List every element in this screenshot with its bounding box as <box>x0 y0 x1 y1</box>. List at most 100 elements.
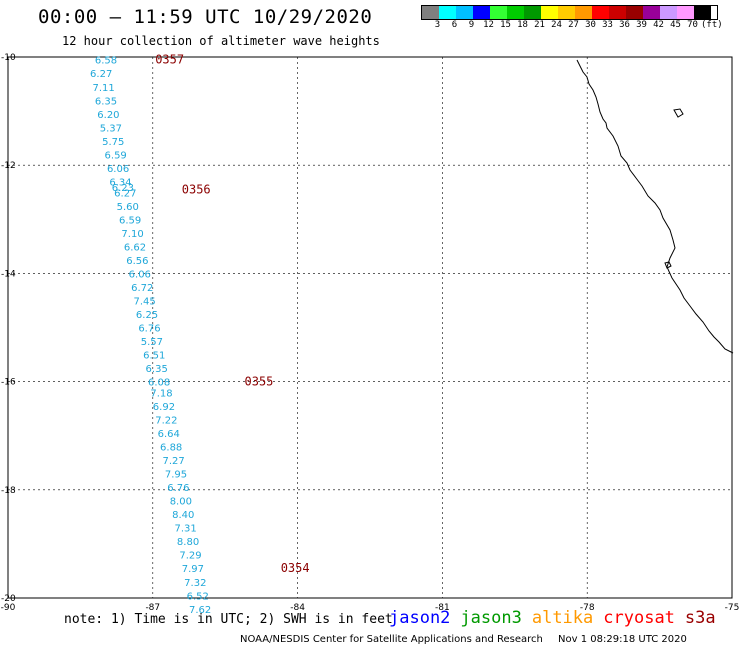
legend-swatch <box>592 6 609 19</box>
wave-height-label: 6.59 <box>105 150 127 161</box>
coastline <box>576 59 734 354</box>
wave-height-label: 6.23 <box>112 183 134 194</box>
wave-height-label: 6.20 <box>97 110 119 121</box>
pass-time-label: 0354 <box>281 561 310 575</box>
wave-height-label: 7.22 <box>155 415 177 426</box>
wave-height-label: 6.35 <box>146 364 168 375</box>
pass-time-label: 0355 <box>245 375 274 389</box>
legend-swatch <box>524 6 541 19</box>
wave-height-label: 7.29 <box>179 551 201 562</box>
legend-tick-label: 33 <box>602 20 613 30</box>
legend-swatch <box>677 6 694 19</box>
wave-height-label: 6.72 <box>131 283 153 294</box>
x-tick-label: -81 <box>435 603 450 613</box>
wave-height-label: 6.27 <box>114 188 136 199</box>
legend-tick-label: 27 <box>568 20 579 30</box>
wave-height-label: 6.92 <box>153 402 175 413</box>
wave-height-label: 6.52 <box>187 591 209 602</box>
wave-height-label: 6.62 <box>124 242 146 253</box>
legend-tick-label: 39 <box>636 20 647 30</box>
altimeter-track: 6.58 6.27 7.11 6.35 6.20 5.37 5.75 6.59 6.06 6.34… <box>90 56 211 616</box>
wave-height-label: 7.11 <box>92 83 114 94</box>
legend-swatch <box>507 6 524 19</box>
credit-text: NOAA/NESDIS Center for Satellite Applica… <box>240 634 543 645</box>
legend-tick-label: 9 <box>468 20 475 30</box>
x-tick-label: -87 <box>145 603 160 613</box>
wave-height-label: 7.27 <box>162 456 184 467</box>
legend-swatch <box>456 6 473 19</box>
page-subtitle: 12 hour collection of altimeter wave hei… <box>62 34 380 48</box>
wave-height-label: 6.76 <box>167 483 189 494</box>
wave-height-label: 6.35 <box>95 96 117 107</box>
color-legend: 3 6 9 12 15 18 21 24 27 30 33 36 39 42 45 70 (ft) <box>421 5 723 30</box>
y-tick-label: -10 <box>1 53 16 63</box>
bay-outline <box>664 261 672 269</box>
legend-swatch <box>541 6 558 19</box>
legend-tick-label: 30 <box>585 20 596 30</box>
mission-label: jason2 <box>389 608 451 628</box>
wave-height-label: 5.37 <box>100 123 122 134</box>
wave-height-label: 7.31 <box>175 524 197 535</box>
legend-tick-label: 42 <box>653 20 664 30</box>
mission-label: jason3 <box>460 608 522 628</box>
wave-height-label: 7.97 <box>182 564 204 575</box>
x-tick-label: -78 <box>580 603 595 613</box>
wave-height-label: 6.76 <box>138 324 160 335</box>
x-tick-label: -84 <box>290 603 305 613</box>
generated-timestamp: Nov 1 08:29:18 UTC 2020 <box>558 634 687 645</box>
wave-height-label: 6.25 <box>136 310 158 321</box>
pass-time-label: 0357 <box>155 53 184 67</box>
mission-label: cryosat <box>603 608 675 628</box>
wave-height-label: 7.45 <box>133 296 155 307</box>
wave-height-label: 6.56 <box>126 256 148 267</box>
wave-height-label: 8.00 <box>170 497 192 508</box>
y-tick-label: -20 <box>1 594 16 604</box>
y-tick-label: -16 <box>1 378 16 388</box>
wave-height-label: 5.60 <box>117 202 139 213</box>
y-tick-label: -18 <box>1 486 16 496</box>
wave-height-label: 6.59 <box>119 215 141 226</box>
wave-height-label: 6.64 <box>158 429 180 440</box>
legend-swatch <box>694 6 711 19</box>
wave-height-label: 6.27 <box>90 69 112 80</box>
wave-height-label: 6.06 <box>129 269 151 280</box>
wave-height-label: 7.62 <box>189 605 211 616</box>
wave-height-label: 8.80 <box>177 537 199 548</box>
wave-height-label: 8.40 <box>172 510 194 521</box>
legend-swatch <box>575 6 592 19</box>
legend-tick-labels: 3 6 9 12 15 18 21 24 27 30 33 36 39 42 45 70 (ft) <box>429 20 723 30</box>
legend-swatch <box>609 6 626 19</box>
legend-tick-label: 70 <box>687 20 698 30</box>
page-title: 00:00 – 11:59 UTC 10/29/2020 <box>38 6 373 28</box>
x-tick-label: -90 <box>1 603 16 613</box>
wave-height-label: 6.08 <box>148 378 170 389</box>
legend-tick-label: 21 <box>534 20 545 30</box>
mission-label: altika <box>531 608 594 628</box>
y-tick-label: -14 <box>1 269 16 279</box>
legend-tick-label: 18 <box>517 20 528 30</box>
footnote: note: 1) Time is in UTC; 2) SWH is in fe… <box>64 612 393 627</box>
wave-height-label: 7.95 <box>165 470 187 481</box>
wave-height-label: 6.51 <box>143 351 165 362</box>
x-tick-label: -75 <box>725 603 740 613</box>
map-grid <box>7 56 733 599</box>
legend-swatch <box>439 6 456 19</box>
legend-unit: (ft) <box>701 20 723 30</box>
pass-time-label: 0356 <box>182 183 211 197</box>
wave-height-label: 7.18 <box>150 388 172 399</box>
legend-swatch <box>626 6 643 19</box>
wave-height-label: 6.58 <box>95 56 117 67</box>
mission-legend: jason2 jason3 altika cryosat s3a <box>389 608 726 628</box>
y-tick-label: -12 <box>1 161 16 171</box>
legend-swatch <box>490 6 507 19</box>
legend-tick-label: 12 <box>483 20 494 30</box>
axis-labels: -90 -87 -84 -81 -78 -75 -10 -12 -14 -16 -18 -20 <box>1 53 740 613</box>
map-frame <box>7 56 733 599</box>
legend-tick-label: 45 <box>670 20 681 30</box>
mission-label: s3a <box>684 608 716 628</box>
legend-tick-label: 36 <box>619 20 630 30</box>
wave-height-label: 6.34 <box>109 177 131 188</box>
wave-height-label: 5.57 <box>141 337 163 348</box>
wave-height-label: 7.32 <box>184 578 206 589</box>
